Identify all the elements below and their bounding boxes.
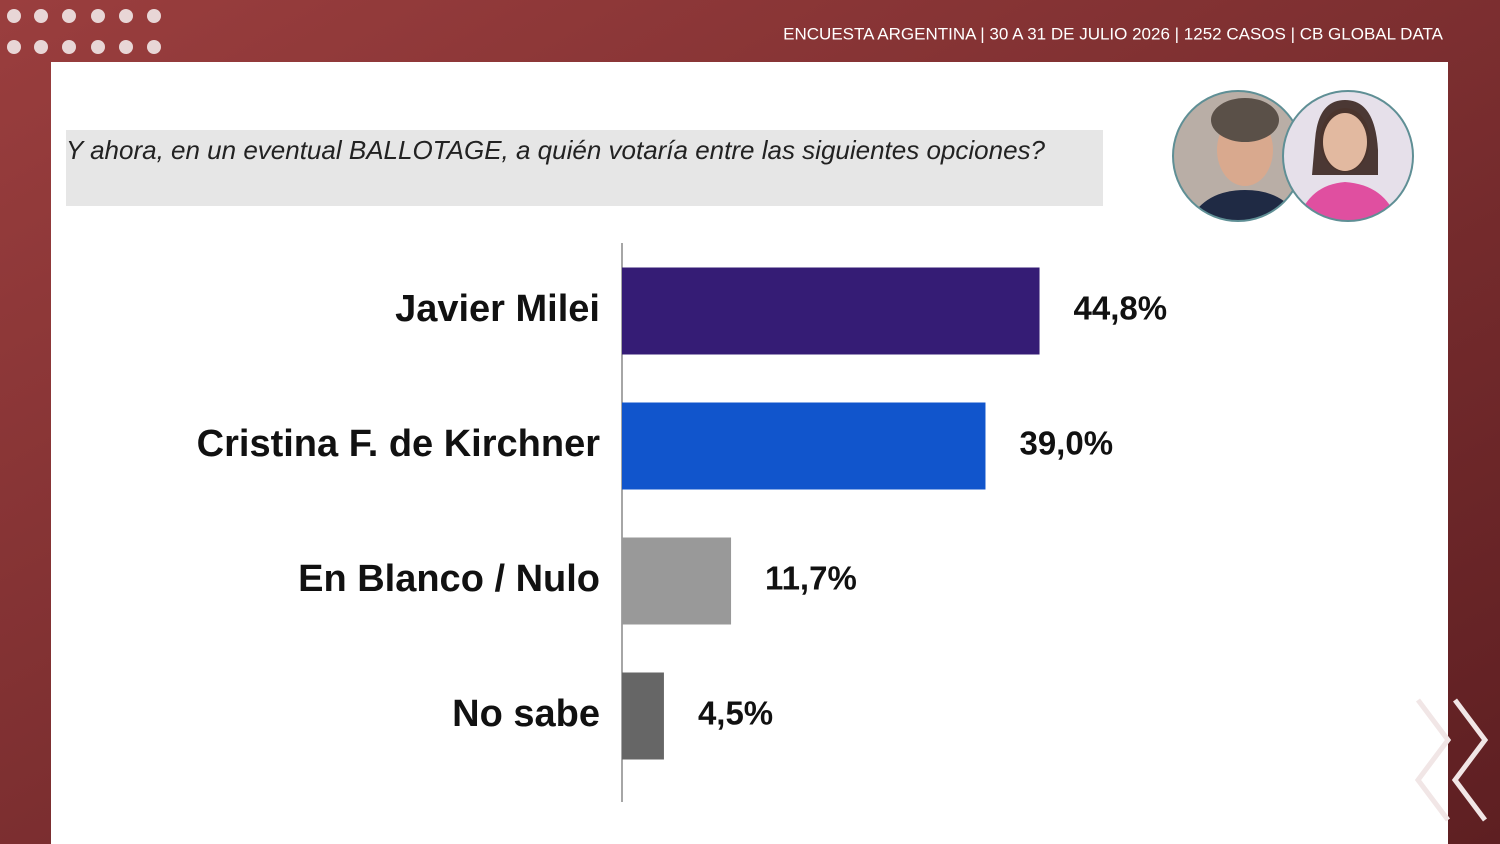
value-label: 11,7% [765,560,857,597]
value-label: 39,0% [1019,425,1113,462]
bar [622,402,986,490]
bar [622,672,664,760]
question: Y ahora, en un eventual BALLOTAGE, a qui… [66,130,1103,206]
dots [7,9,161,54]
chevrons [1414,698,1489,822]
photo-milei [1172,90,1304,222]
header: ENCUESTA ARGENTINA | 30 A 31 DE JULIO 20… [783,24,1443,43]
value-label: 4,5% [698,695,773,732]
category-label: Cristina F. de Kirchner [197,423,601,465]
category-label: En Blanco / Nulo [298,558,600,600]
bar [622,267,1040,355]
bar [622,537,732,625]
value-label: 44,8% [1074,290,1168,327]
category-label: No sabe [452,693,600,735]
category-label: Javier Milei [395,288,600,330]
